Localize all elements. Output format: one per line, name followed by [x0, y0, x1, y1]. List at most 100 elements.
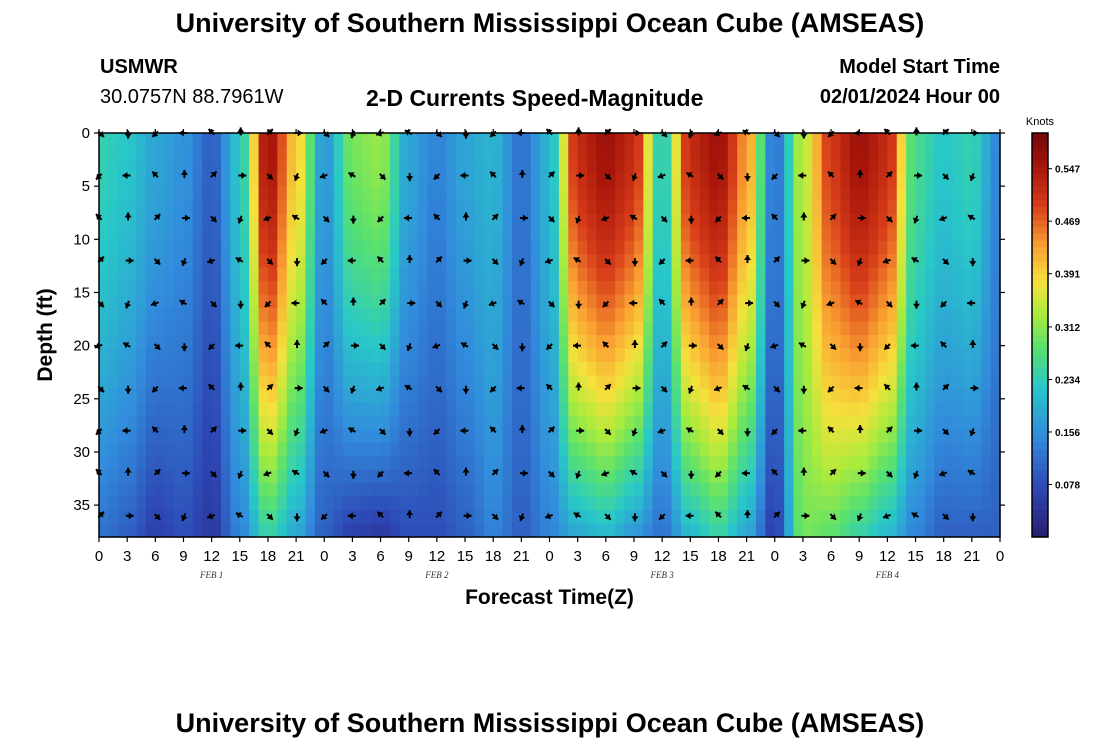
- heatmap-cell: [981, 133, 992, 148]
- heatmap-cell: [812, 267, 823, 282]
- heatmap-cell: [699, 442, 710, 457]
- heatmap-cell: [868, 442, 879, 457]
- heatmap-cell: [127, 335, 138, 350]
- heatmap-cell: [812, 523, 823, 538]
- heatmap-cell: [718, 281, 729, 296]
- x-tick-label: 21: [288, 548, 305, 565]
- heatmap-cell: [174, 510, 185, 525]
- heatmap-cell: [305, 388, 316, 403]
- arrow-head: [601, 214, 608, 222]
- heatmap-cell: [446, 213, 457, 228]
- heatmap-cell: [643, 173, 654, 188]
- arrow-head: [266, 428, 273, 435]
- heatmap-cell: [202, 159, 213, 174]
- arrow-head: [911, 512, 918, 519]
- heatmap-cell: [249, 133, 260, 148]
- heatmap-cell: [483, 483, 494, 498]
- arrow-head: [969, 340, 977, 346]
- heatmap-cell: [277, 469, 288, 484]
- heatmap-cell: [521, 308, 532, 323]
- heatmap-cell: [408, 186, 419, 201]
- arrow-head: [829, 258, 836, 265]
- heatmap-cell: [333, 429, 344, 444]
- heatmap-cell: [427, 510, 438, 525]
- colorbar-segment: [1032, 436, 1048, 444]
- current-arrow: [460, 341, 469, 349]
- arrow-head: [404, 214, 410, 222]
- current-arrow: [320, 513, 328, 521]
- heatmap-cell: [343, 213, 354, 228]
- current-arrow: [180, 513, 188, 522]
- footer-title: University of Southern Mississippi Ocean…: [175, 708, 925, 738]
- heatmap-cell: [624, 200, 635, 215]
- heatmap-cell: [155, 227, 166, 242]
- heatmap-cell: [511, 442, 522, 457]
- heatmap-cell: [981, 267, 992, 282]
- heatmap-cell: [427, 308, 438, 323]
- heatmap-cell: [690, 186, 701, 201]
- heatmap-cell: [352, 173, 363, 188]
- heatmap-cell: [108, 388, 119, 403]
- heatmap-cell: [352, 321, 363, 336]
- current-arrow: [856, 425, 864, 434]
- current-arrow: [462, 212, 470, 221]
- colorbar-tick-label: 0.547: [1055, 165, 1080, 176]
- heatmap-cell: [727, 146, 738, 161]
- heatmap-cell: [990, 146, 1001, 161]
- heatmap-cell: [436, 240, 447, 255]
- arrow-head: [406, 176, 414, 182]
- heatmap-cell: [953, 308, 964, 323]
- heatmap-cell: [802, 133, 813, 148]
- heatmap-cell: [765, 456, 776, 471]
- heatmap-cell: [239, 213, 250, 228]
- heatmap-cell: [230, 267, 241, 282]
- heatmap-cell: [155, 375, 166, 390]
- heatmap-cell: [155, 254, 166, 269]
- heatmap-cell: [840, 523, 851, 538]
- current-arrow: [773, 385, 781, 393]
- heatmap-cell: [380, 227, 391, 242]
- heatmap-cell: [286, 429, 297, 444]
- heatmap-cell: [915, 456, 926, 471]
- heatmap-cell: [587, 213, 598, 228]
- heatmap-cell: [493, 146, 504, 161]
- arrow-head: [659, 258, 666, 265]
- heatmap-cell: [934, 294, 945, 309]
- arrow-head: [235, 512, 242, 519]
- heatmap-cell: [277, 402, 288, 417]
- heatmap-cell: [699, 388, 710, 403]
- arrow-head: [604, 428, 611, 435]
- heatmap-cell: [859, 348, 870, 363]
- heatmap-cell: [840, 483, 851, 498]
- heatmap-cell: [784, 348, 795, 363]
- heatmap-cell: [127, 429, 138, 444]
- heatmap-cell: [145, 186, 156, 201]
- heatmap-cell: [455, 442, 466, 457]
- heatmap-cell: [465, 133, 476, 148]
- colorbar-segment: [1032, 368, 1048, 376]
- heatmap-cell: [502, 402, 513, 417]
- heatmap-cell: [127, 321, 138, 336]
- heatmap-cell: [211, 415, 222, 430]
- heatmap-cell: [934, 496, 945, 511]
- heatmap-cell: [267, 496, 278, 511]
- current-arrow: [631, 172, 638, 182]
- heatmap-cell: [117, 429, 128, 444]
- heatmap-cell: [136, 200, 147, 215]
- heatmap-cell: [277, 200, 288, 215]
- heatmap-cell: [877, 456, 888, 471]
- heatmap-cell: [896, 348, 907, 363]
- heatmap-cell: [549, 361, 560, 376]
- heatmap-cell: [502, 456, 513, 471]
- heatmap-cell: [896, 133, 907, 148]
- heatmap-cell: [774, 186, 785, 201]
- heatmap-cell: [812, 429, 823, 444]
- heatmap-cell: [267, 361, 278, 376]
- heatmap-cell: [971, 388, 982, 403]
- heatmap-cell: [164, 510, 175, 525]
- heatmap-cell: [183, 469, 194, 484]
- heatmap-cell: [530, 469, 541, 484]
- arrow-head: [154, 343, 161, 350]
- heatmap-cell: [221, 186, 231, 201]
- heatmap-cell: [962, 496, 973, 511]
